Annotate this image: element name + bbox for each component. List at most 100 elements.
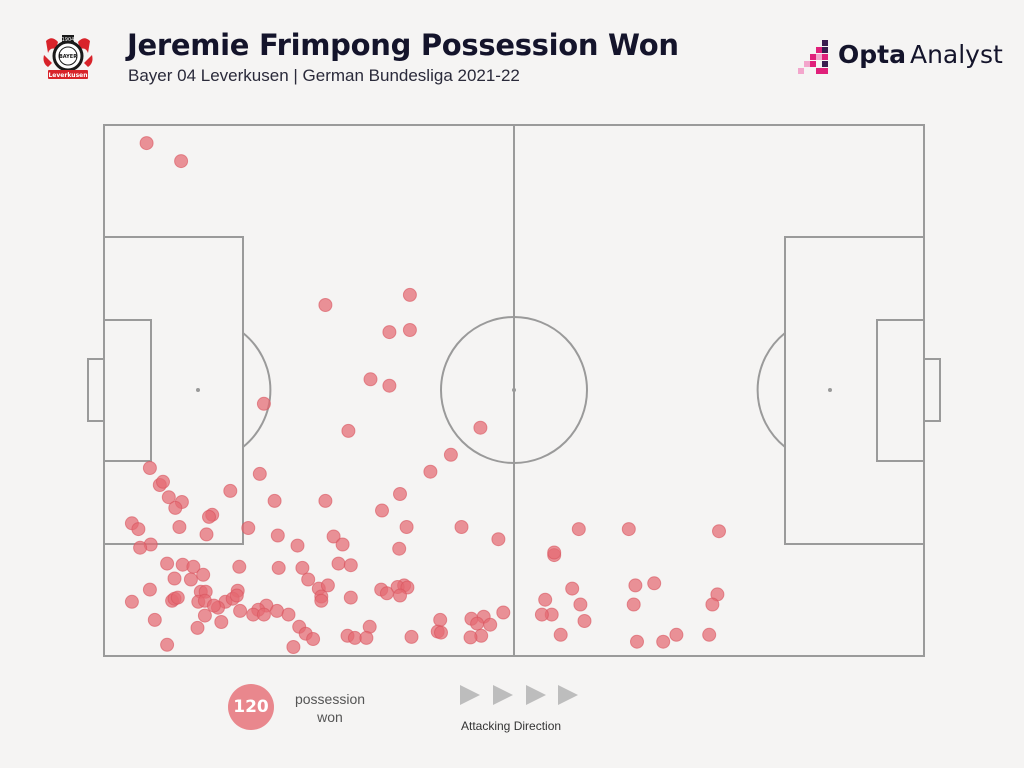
possession-point-120 xyxy=(621,522,636,537)
possession-point-82 xyxy=(170,590,185,605)
possession-point-128 xyxy=(553,627,568,642)
possession-point-80 xyxy=(270,603,284,618)
center-circle xyxy=(440,316,588,464)
possession-point-59 xyxy=(142,582,157,597)
left-six-yard-box xyxy=(103,319,152,462)
possession-point-85 xyxy=(256,607,271,622)
right-penalty-spot xyxy=(828,388,832,392)
possession-point-106 xyxy=(359,630,374,645)
possession-point-10 xyxy=(341,423,356,438)
possession-point-34 xyxy=(326,529,341,544)
possession-point-12 xyxy=(443,447,458,462)
possession-point-108 xyxy=(306,632,321,646)
possession-point-36 xyxy=(454,520,469,534)
possession-point-96 xyxy=(483,617,498,632)
legend: 120 possession won Attacking Direction xyxy=(228,684,648,744)
possession-point-89 xyxy=(197,608,212,623)
possession-point-39 xyxy=(133,540,148,555)
possession-point-41 xyxy=(335,537,350,552)
possession-point-4 xyxy=(402,287,417,302)
possession-point-94 xyxy=(496,605,511,620)
possession-point-7 xyxy=(363,372,378,387)
possession-point-24 xyxy=(267,493,282,508)
possession-points xyxy=(124,136,726,654)
possession-point-69 xyxy=(314,593,329,608)
possession-point-132 xyxy=(702,627,717,642)
possession-point-32 xyxy=(241,521,256,535)
possession-point-87 xyxy=(206,598,221,613)
possession-point-11 xyxy=(473,420,488,435)
possession-point-29 xyxy=(131,522,146,537)
possession-point-42 xyxy=(392,541,407,556)
possession-point-119 xyxy=(547,545,562,560)
possession-point-110 xyxy=(286,640,301,654)
possession-point-8 xyxy=(382,378,397,393)
left-penalty-arc xyxy=(242,332,272,448)
possession-point-130 xyxy=(656,634,671,649)
possession-point-95 xyxy=(470,616,485,631)
possession-point-25 xyxy=(318,493,333,508)
possession-point-90 xyxy=(214,615,229,629)
possession-point-68 xyxy=(343,590,358,605)
possession-point-37 xyxy=(491,532,506,547)
possession-point-109 xyxy=(160,637,175,652)
possession-point-65 xyxy=(379,586,394,601)
possession-point-91 xyxy=(433,612,448,627)
brand-name-light: Analyst xyxy=(909,40,1003,69)
possession-point-97 xyxy=(190,620,205,635)
possession-point-54 xyxy=(301,572,316,587)
possession-point-30 xyxy=(172,520,187,534)
possession-point-78 xyxy=(229,588,244,603)
possession-point-14 xyxy=(252,466,267,481)
possession-point-5 xyxy=(382,325,397,340)
triangle-right-icon xyxy=(493,685,513,705)
possession-point-50 xyxy=(271,560,286,575)
possession-point-88 xyxy=(147,612,162,627)
center-spot xyxy=(512,388,516,392)
possession-point-118 xyxy=(571,522,586,537)
opta-analyst-logo: Opta Analyst xyxy=(796,38,1003,78)
possession-point-83 xyxy=(233,603,248,618)
possession-point-127 xyxy=(577,614,592,628)
possession-point-131 xyxy=(669,627,684,642)
possession-point-124 xyxy=(626,597,641,612)
possession-point-64 xyxy=(320,578,335,593)
possession-point-101 xyxy=(434,625,448,640)
header: 1904 BAYER Leverkusen Jeremie Frimpong P… xyxy=(0,0,1024,100)
possession-point-113 xyxy=(565,581,580,596)
possession-point-15 xyxy=(142,461,157,475)
possession-count-badge: 120 xyxy=(228,684,274,730)
possession-point-40 xyxy=(290,538,305,553)
possession-point-116 xyxy=(534,607,549,622)
possession-point-21 xyxy=(168,500,183,515)
possession-point-31 xyxy=(199,527,214,542)
count-label-line2: won xyxy=(317,709,343,725)
possession-point-46 xyxy=(160,556,175,571)
possession-point-86 xyxy=(281,607,296,622)
possession-point-51 xyxy=(167,571,182,586)
attacking-direction-label: Attacking Direction xyxy=(461,719,562,733)
crest-ring-text: BAYER xyxy=(59,54,77,60)
possession-point-122 xyxy=(628,578,643,593)
possession-point-43 xyxy=(331,556,346,571)
brand-name-bold: Opta xyxy=(838,40,906,69)
possession-point-112 xyxy=(538,592,553,607)
possession-point-6 xyxy=(402,323,417,337)
possession-point-13 xyxy=(423,464,438,479)
possession-point-53 xyxy=(196,567,211,582)
right-penalty-box xyxy=(784,236,925,545)
page-title: Jeremie Frimpong Possession Won xyxy=(127,28,679,62)
possession-point-45 xyxy=(295,560,310,575)
triangle-right-icon xyxy=(460,685,480,705)
possession-point-33 xyxy=(270,528,285,543)
bayer-leverkusen-crest-icon: 1904 BAYER Leverkusen xyxy=(40,33,96,83)
triangle-right-icon xyxy=(526,685,546,705)
triangle-right-icon xyxy=(558,685,578,705)
possession-point-9 xyxy=(256,396,271,411)
possession-point-18 xyxy=(161,490,176,505)
possession-point-114 xyxy=(573,597,588,612)
possession-point-49 xyxy=(232,559,247,574)
possession-point-70 xyxy=(124,594,139,609)
page-subtitle: Bayer 04 Leverkusen | German Bundesliga … xyxy=(128,66,520,85)
